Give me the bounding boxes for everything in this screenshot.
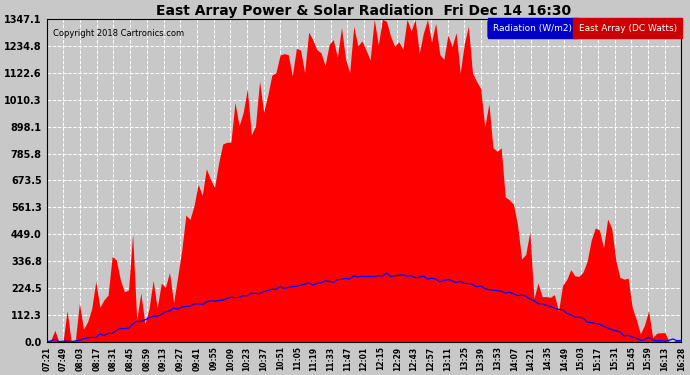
Text: Copyright 2018 Cartronics.com: Copyright 2018 Cartronics.com (53, 29, 184, 38)
Legend: Radiation (W/m2), East Array (DC Watts): Radiation (W/m2), East Array (DC Watts) (487, 21, 680, 36)
Title: East Array Power & Solar Radiation  Fri Dec 14 16:30: East Array Power & Solar Radiation Fri D… (157, 4, 571, 18)
